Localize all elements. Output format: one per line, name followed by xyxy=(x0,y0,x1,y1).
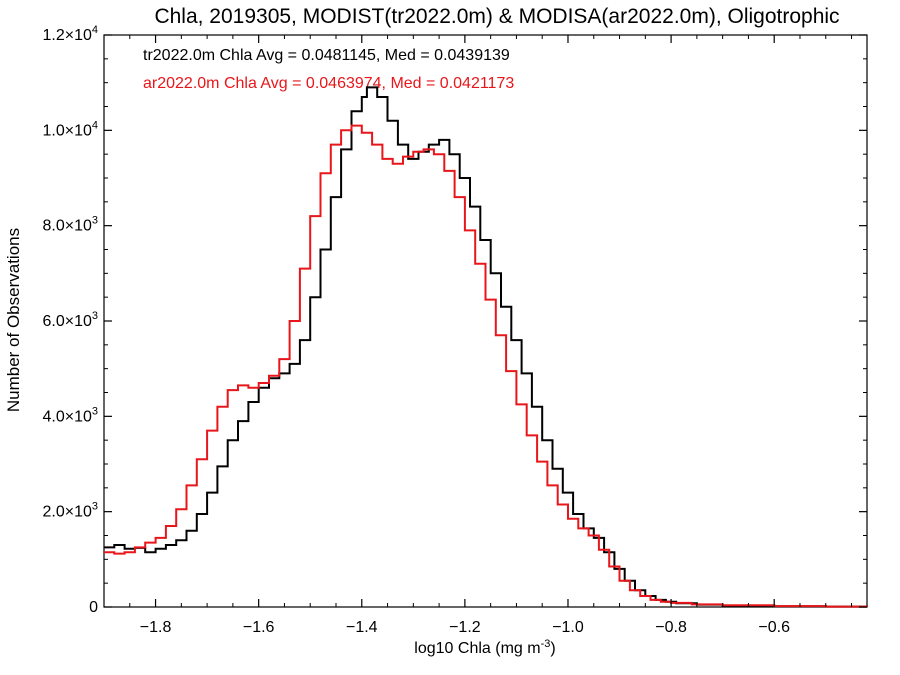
x-axis-label-exponent: -3 xyxy=(541,638,551,650)
y-tick-label-3: 6.0×103 xyxy=(42,310,98,330)
x-tick-label-3: −1.2 xyxy=(449,619,481,636)
x-tick-label-2: −1.4 xyxy=(346,619,378,636)
chart-title: Chla, 2019305, MODIST(tr2022.0m) & MODIS… xyxy=(154,5,839,28)
x-tick-label-4: −1.0 xyxy=(552,619,584,636)
tick-layer: −1.8 −1.6 −1.4 −1.2 −1.0 −0.8 −0.6 0 2.0×103 4.0×… xyxy=(42,24,867,636)
series-layer xyxy=(104,86,868,608)
y-tick-label-0: 0 xyxy=(89,599,98,616)
x-tick-label-0: −1.8 xyxy=(140,619,172,636)
series-line-0 xyxy=(104,86,868,608)
x-tick-label-5: −0.8 xyxy=(655,619,687,636)
x-tick-label-1: −1.6 xyxy=(243,619,275,636)
annotation-1: ar2022.0m Chla Avg = 0.0463974, Med = 0.… xyxy=(143,75,514,92)
x-axis-label: log10 Chla (mg m-3) xyxy=(414,638,555,657)
x-axis-label-text: log10 Chla (mg m xyxy=(414,640,540,657)
y-tick-label-4: 8.0×103 xyxy=(42,215,98,235)
x-axis-label-close: ) xyxy=(550,640,555,657)
y-tick-label-5: 1.0×104 xyxy=(42,119,98,139)
y-tick-label-6: 1.2×104 xyxy=(42,24,98,44)
y-tick-label-2: 4.0×103 xyxy=(42,405,98,425)
annotation-0: tr2022.0m Chla Avg = 0.0481145, Med = 0.… xyxy=(143,47,510,64)
y-tick-label-1: 2.0×103 xyxy=(42,501,98,521)
plot-area xyxy=(103,34,868,608)
series-line-1 xyxy=(104,124,868,608)
x-tick-label-6: −0.6 xyxy=(758,619,790,636)
y-axis-label: Number of Observations xyxy=(4,228,23,412)
annotation-layer: tr2022.0m Chla Avg = 0.0481145, Med = 0.… xyxy=(143,47,514,92)
